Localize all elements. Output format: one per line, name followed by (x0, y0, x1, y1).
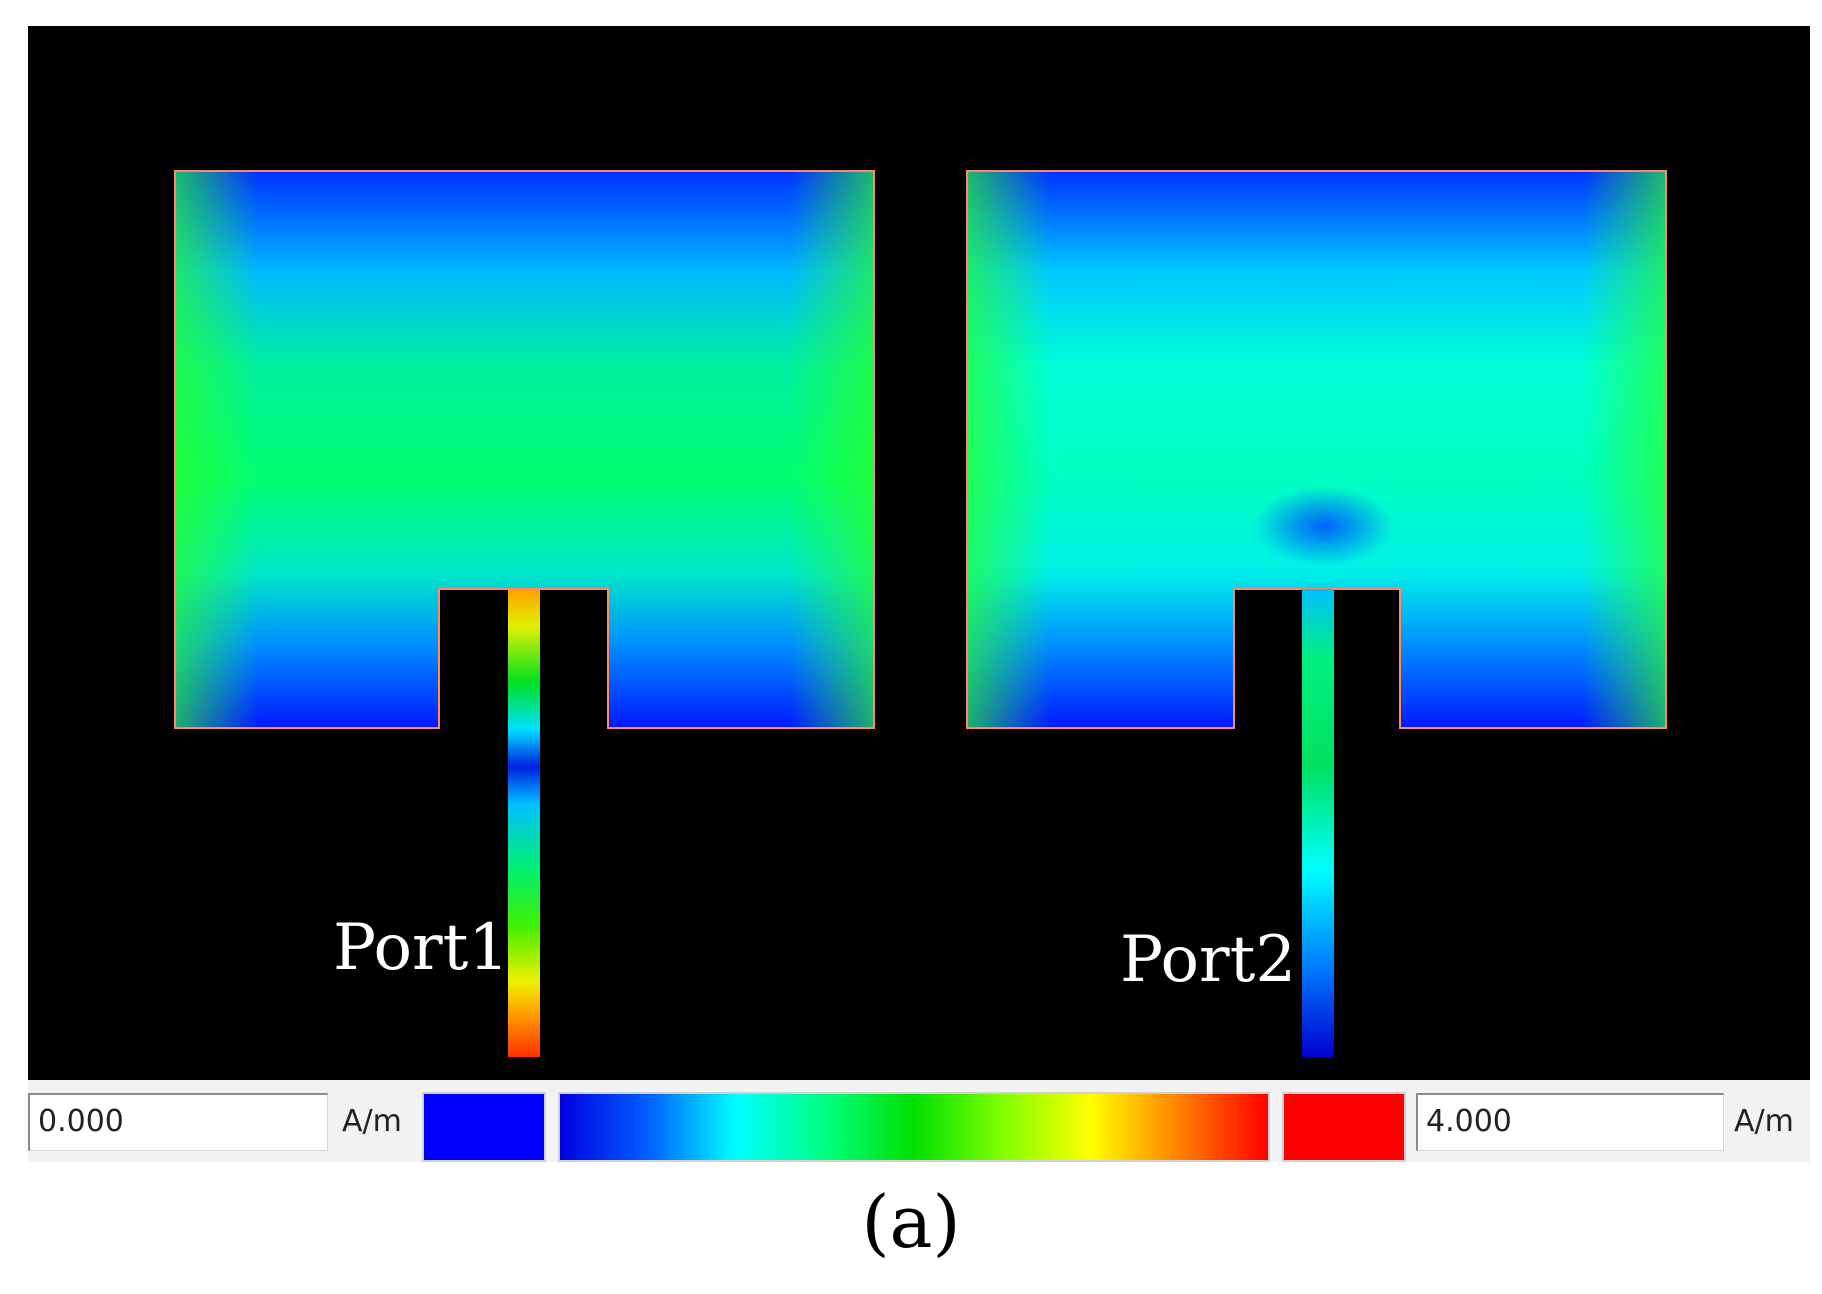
right-antenna-patch (966, 170, 1667, 729)
color-scale-gradient (558, 1092, 1270, 1162)
max-value-field[interactable]: 4.000 (1416, 1093, 1724, 1151)
min-color-swatch[interactable] (422, 1092, 546, 1162)
port1-label: Port1 (333, 911, 510, 985)
field-plot-view: Port1 Port2 (28, 26, 1810, 1080)
color-legend-bar: 0.000 A/m 4.000 A/m (28, 1080, 1810, 1162)
max-unit-label: A/m (1734, 1104, 1794, 1139)
port2-label: Port2 (1120, 923, 1297, 997)
left-antenna-patch (174, 170, 875, 729)
min-value-field[interactable]: 0.000 (28, 1093, 328, 1151)
left-feed-line (508, 589, 540, 1057)
right-feed-line (1302, 589, 1334, 1057)
current-distribution-plot (174, 170, 1667, 1057)
min-unit-label: A/m (342, 1104, 402, 1139)
max-color-swatch[interactable] (1282, 1092, 1406, 1162)
figure-caption: (a) (861, 1180, 961, 1264)
